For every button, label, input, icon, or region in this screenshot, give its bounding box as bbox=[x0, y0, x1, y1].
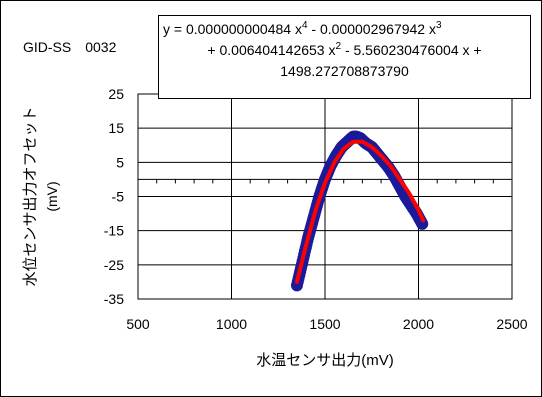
eq-exp-4: 4 bbox=[301, 20, 308, 31]
x-tick-label: 500 bbox=[126, 316, 150, 332]
y-tick-label: 5 bbox=[116, 154, 124, 170]
eq-term-x1: - 5.560230476004 x + bbox=[341, 42, 482, 58]
y-axis-label-line1: 水位センサ出力オフセット bbox=[22, 106, 39, 286]
sample-id: GID-SS 0032 bbox=[23, 39, 117, 55]
x-tick-label: 2000 bbox=[403, 316, 434, 332]
eq-term-x2: + 0.006404142653 x bbox=[207, 42, 336, 58]
y-axis-label-line2: (mV) bbox=[44, 181, 60, 211]
trendline bbox=[294, 139, 426, 284]
eq-exp-3: 3 bbox=[435, 20, 442, 31]
equation-line-2: + 0.006404142653 x2 - 5.560230476004 x + bbox=[163, 40, 526, 61]
y-tick-label: -5 bbox=[112, 189, 125, 205]
trendline-curve bbox=[294, 139, 426, 284]
y-tick-label: -25 bbox=[104, 257, 124, 273]
eq-term-x3: - 0.000002967942 x bbox=[307, 21, 436, 37]
y-axis-label: 水位センサ出力オフセット (mV) bbox=[22, 106, 60, 286]
y-tick-label: -35 bbox=[104, 291, 124, 307]
trendline-equation: y = 0.000000000484 x4 - 0.000002967942 x… bbox=[158, 15, 531, 99]
y-tick-label: 15 bbox=[108, 120, 124, 136]
eq-exp-2: 2 bbox=[335, 41, 342, 52]
eq-term-x4: y = 0.000000000484 x bbox=[163, 21, 302, 37]
x-axis-label: 水温センサ出力(mV) bbox=[256, 352, 394, 369]
equation-line-1: y = 0.000000000484 x4 - 0.000002967942 x… bbox=[163, 19, 526, 40]
data-point bbox=[416, 217, 429, 230]
x-tick-label: 2500 bbox=[496, 316, 527, 332]
data-points bbox=[290, 130, 429, 292]
x-tick-labels: 500 1000 1500 2000 2500 bbox=[126, 316, 527, 332]
equation-line-3: 1498.272708873790 bbox=[280, 63, 409, 79]
y-tick-label: 25 bbox=[108, 86, 124, 102]
y-tick-labels: -35 -25 -15 -5 5 15 25 bbox=[104, 86, 124, 307]
x-tick-label: 1500 bbox=[309, 316, 340, 332]
y-tick-label: -15 bbox=[104, 223, 124, 239]
x-tick-label: 1000 bbox=[216, 316, 247, 332]
